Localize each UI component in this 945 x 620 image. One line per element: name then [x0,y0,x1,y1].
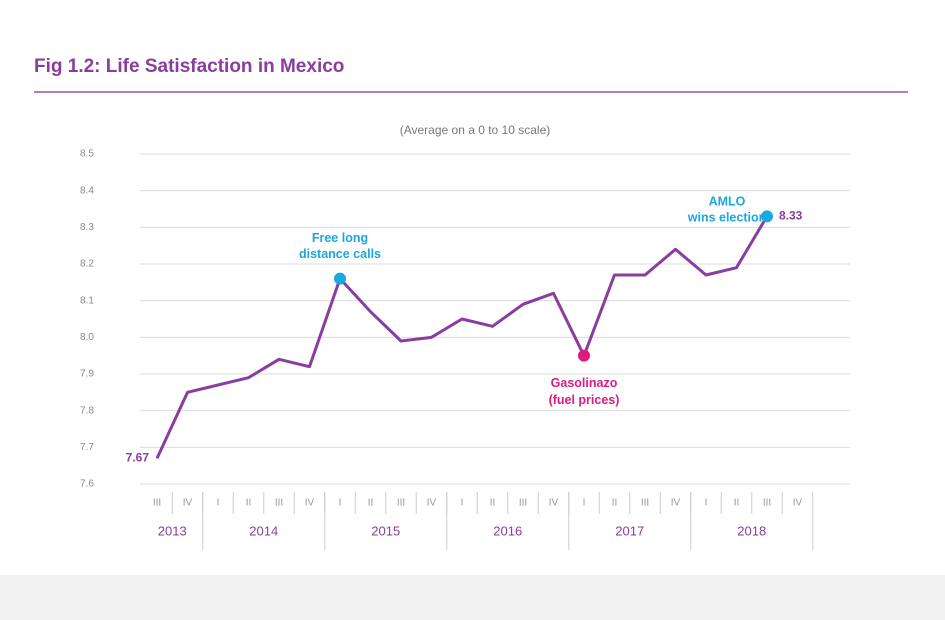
annotation: (fuel prices) [549,393,620,407]
highlight-point [761,210,773,223]
y-tick-label: 7.6 [80,479,94,490]
year-label: 2013 [158,523,187,538]
value-label: 7.67 [126,451,150,465]
chart-subtitle: (Average on a 0 to 10 scale) [400,123,551,137]
y-tick-label: 8.0 [80,332,94,343]
x-tick-label: I [705,498,708,509]
chart-title: Fig 1.2: Life Satisfaction in Mexico [34,56,344,77]
x-tick-label: I [461,498,464,509]
annotation: Gasolinazo [551,376,618,390]
x-tick-label: I [583,498,586,509]
x-tick-label: II [490,498,496,509]
x-tick-label: II [368,498,374,509]
year-label: 2014 [249,523,278,538]
value-label: 8.33 [779,209,803,223]
annotation: distance calls [299,247,381,261]
annotation: AMLO [709,195,746,209]
x-tick-label: II [734,498,740,509]
x-tick-label: I [217,498,220,509]
year-label: 2016 [493,523,522,538]
x-tick-label: IV [793,498,803,509]
x-tick-label: IV [427,498,437,509]
annotation: wins election [687,211,767,225]
x-tick-label: IV [671,498,681,509]
y-tick-label: 8.5 [80,149,94,160]
y-tick-label: 8.3 [80,222,94,233]
x-tick-label: I [339,498,342,509]
x-tick-label: IV [305,498,315,509]
y-tick-label: 7.8 [80,405,94,416]
y-tick-label: 7.7 [80,442,94,453]
highlight-point [578,349,590,362]
x-tick-label: II [246,498,252,509]
line-series [155,215,769,459]
year-label: 2015 [371,523,400,538]
footer-band [0,575,945,620]
x-tick-label: IV [183,498,193,509]
x-tick-label: III [153,498,161,509]
x-tick-label: III [641,498,649,509]
x-tick-label: III [763,498,771,509]
highlight-point [334,272,346,285]
annotation: Free long [312,231,368,245]
y-tick-label: 7.9 [80,369,94,380]
year-label: 2018 [737,523,766,538]
x-tick-label: III [519,498,527,509]
x-tick-label: III [397,498,405,509]
y-tick-label: 8.4 [80,185,94,196]
x-tick-label: III [275,498,283,509]
x-tick-label: II [612,498,618,509]
year-label: 2017 [615,523,644,538]
y-tick-label: 8.1 [80,295,94,306]
x-tick-label: IV [549,498,559,509]
y-tick-label: 8.2 [80,259,94,270]
